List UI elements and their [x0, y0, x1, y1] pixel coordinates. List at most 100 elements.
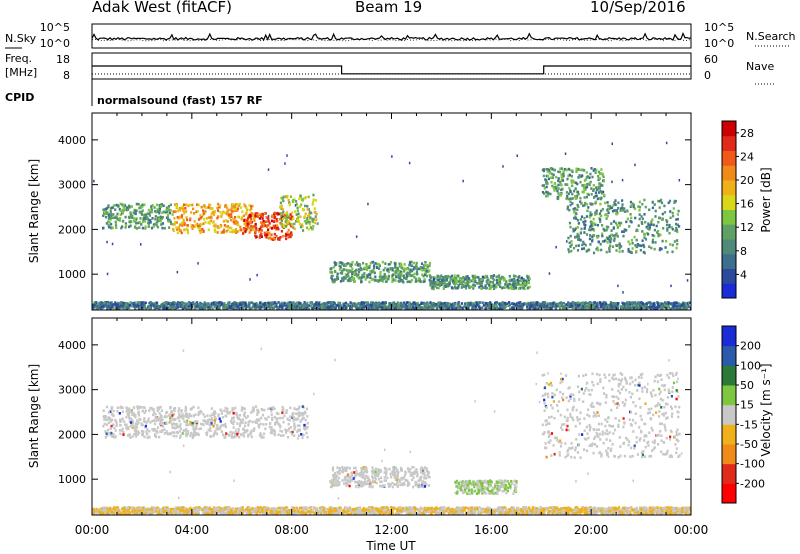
data-cell: [147, 417, 150, 421]
data-cell: [571, 192, 574, 196]
data-cell: [156, 225, 160, 229]
data-cell: [658, 302, 661, 305]
data-cell: [149, 210, 152, 214]
data-cell: [294, 305, 297, 309]
data-cell: [411, 307, 414, 310]
data-cell: [298, 411, 301, 414]
data-cell: [299, 413, 302, 416]
data-cell: [654, 215, 657, 218]
data-cell: [574, 302, 577, 305]
data-cell: [185, 203, 188, 207]
data-cell: [177, 409, 180, 413]
data-cell: [161, 222, 164, 225]
data-cell: [402, 303, 405, 306]
data-cell: [452, 279, 455, 282]
data-cell: [424, 304, 427, 307]
data-cell: [156, 203, 159, 207]
data-cell: [589, 220, 592, 223]
ytick-label: 3000: [58, 179, 86, 192]
data-cell: [297, 407, 300, 410]
data-cell: [280, 302, 283, 306]
data-cell: [570, 243, 573, 247]
data-cell: [162, 307, 165, 310]
data-cell: [632, 203, 636, 207]
freq-trace: [92, 65, 691, 75]
colorbar-swatch: [722, 165, 736, 181]
data-cell: [588, 237, 591, 241]
data-cell: [208, 203, 211, 207]
data-cell: [591, 227, 594, 231]
data-cell: [218, 205, 221, 209]
data-cell: [413, 266, 416, 269]
data-cell: [119, 432, 122, 436]
data-cell: [616, 307, 619, 310]
data-cell: [337, 301, 340, 305]
data-cell: [240, 228, 243, 232]
data-cell: [377, 263, 381, 266]
data-cell: [568, 173, 571, 177]
data-cell: [244, 204, 247, 208]
data-cell: [316, 222, 319, 225]
data-cell: [169, 420, 172, 423]
data-cell: [666, 250, 669, 254]
data-cell: [648, 228, 651, 231]
data-cell: [311, 302, 314, 306]
data-cell: [127, 208, 130, 211]
data-cell: [590, 187, 593, 190]
data-cell: [289, 304, 292, 308]
data-cell: [241, 210, 244, 213]
data-cell: [287, 422, 290, 426]
data-cell: [241, 421, 244, 424]
data-cell: [258, 230, 261, 233]
data-cell: [287, 301, 290, 304]
data-cell: [102, 208, 105, 211]
data-cell: [426, 266, 429, 269]
data-cell: [143, 220, 147, 223]
data-cell: [611, 304, 614, 308]
data-cell: [315, 218, 318, 221]
data-cell: [407, 305, 410, 308]
data-cell: [310, 211, 313, 215]
colorbar-swatch: [722, 209, 736, 225]
data-cell: [430, 284, 433, 288]
data-cell: [335, 278, 338, 281]
data-cell: [431, 302, 434, 305]
data-cell: [105, 210, 108, 214]
data-cell: [481, 275, 484, 279]
data-cell: [548, 302, 551, 306]
data-cell: [555, 185, 558, 188]
data-cell: [467, 307, 470, 310]
data-cell: [218, 307, 221, 310]
data-cell: [486, 303, 489, 307]
data-cell: [114, 223, 118, 226]
data-cell: [630, 238, 633, 242]
data-cell: [303, 197, 306, 200]
data-cell: [449, 302, 452, 306]
data-cell: [547, 303, 550, 306]
data-cell: [110, 216, 113, 219]
data-cell: [247, 302, 251, 305]
data-cell: [434, 280, 437, 284]
data-cell: [401, 280, 405, 283]
data-cell: [296, 209, 299, 213]
freq-label: Freq.: [5, 52, 32, 65]
data-cell: [297, 219, 300, 222]
data-cell: [224, 304, 227, 308]
data-cell: [288, 222, 291, 226]
data-cell: [286, 233, 289, 237]
data-cell: [124, 305, 127, 308]
data-cell: [666, 229, 669, 232]
data-cell: [180, 221, 183, 225]
data-cell: [298, 197, 301, 200]
data-cell: [349, 277, 352, 280]
data-cell: [278, 238, 281, 241]
data-cell: [497, 283, 500, 287]
data-cell: [360, 267, 363, 271]
data-cell: [668, 225, 671, 229]
data-cell: [279, 235, 282, 239]
data-cell: [357, 277, 360, 280]
data-cell: [267, 237, 270, 240]
data-cell: [400, 306, 403, 310]
data-cell: [570, 174, 573, 178]
